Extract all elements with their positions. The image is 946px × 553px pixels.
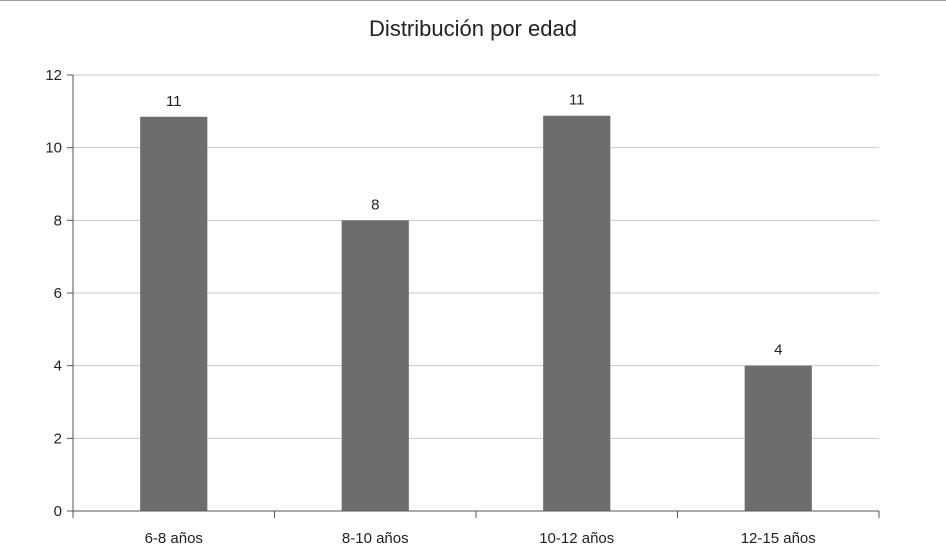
- x-tick-label: 6-8 años: [145, 530, 203, 547]
- top-rule: [0, 0, 946, 1]
- data-label: 11: [569, 92, 585, 109]
- axes: [67, 74, 880, 518]
- y-tick-label: 8: [54, 212, 62, 229]
- data-label: 11: [166, 93, 182, 110]
- y-tick-label: 4: [54, 358, 62, 375]
- x-tick-label: 8-10 años: [342, 530, 409, 547]
- y-tick-label: 0: [54, 503, 62, 520]
- x-tick-label: 10-12 años: [539, 530, 614, 547]
- bar-0: [140, 116, 208, 512]
- data-label: 8: [371, 196, 379, 213]
- y-tick-label: 2: [54, 430, 62, 447]
- y-tick-label: 12: [45, 67, 62, 84]
- y-tick-label: 6: [54, 285, 62, 302]
- y-tick-label: 10: [45, 140, 62, 157]
- chart-title: Distribución por edad: [369, 16, 577, 41]
- x-tick-label: 12-15 años: [741, 530, 816, 547]
- bars: [140, 115, 812, 512]
- bar-3: [744, 365, 812, 511]
- data-label: 4: [774, 342, 782, 359]
- bar-2: [543, 115, 611, 512]
- labels: 0 2 4 6 8 10 12 6-8 años 11 8-10 años 8 10-12 años 1…: [45, 67, 815, 547]
- bar-1: [341, 220, 409, 512]
